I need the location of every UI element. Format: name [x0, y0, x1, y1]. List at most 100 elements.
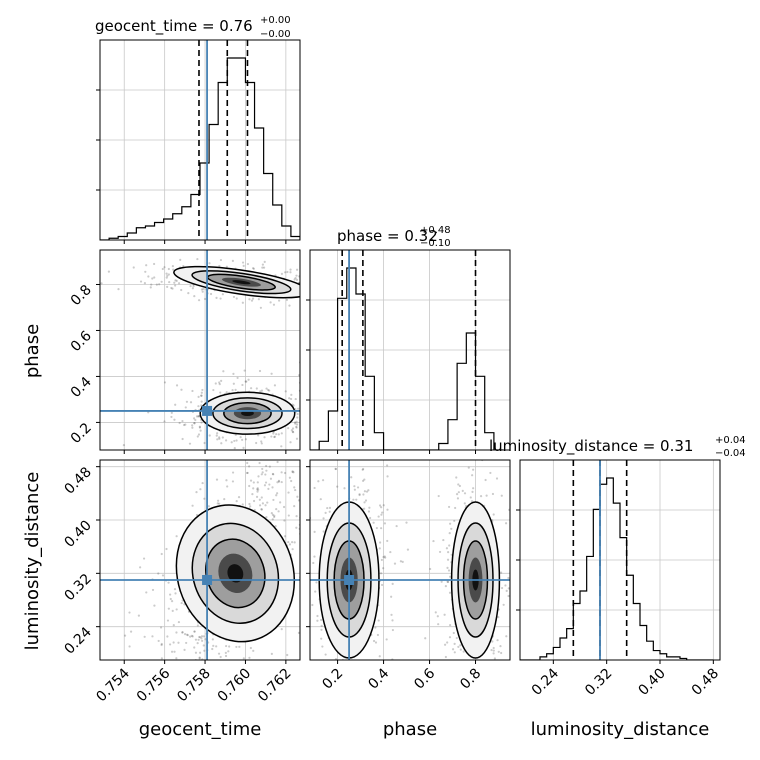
sample-point — [189, 663, 191, 665]
sample-point — [211, 638, 214, 641]
sample-point — [442, 538, 445, 542]
sample-point — [160, 642, 163, 646]
sample-point — [238, 645, 241, 648]
tick-label-x: 0.758 — [174, 666, 214, 706]
sample-point — [224, 714, 226, 716]
sample-point — [391, 619, 394, 622]
sample-point — [235, 439, 238, 442]
sample-point — [492, 646, 495, 650]
sample-point — [266, 501, 269, 504]
sample-point — [247, 378, 250, 381]
sample-point — [184, 406, 187, 409]
sample-point — [265, 387, 268, 390]
sample-point — [289, 397, 293, 401]
sample-point — [167, 607, 170, 610]
sample-point — [382, 567, 385, 570]
sample-point — [322, 530, 325, 533]
sample-point — [268, 483, 271, 486]
sample-point — [168, 280, 171, 284]
sample-point — [272, 473, 275, 476]
sample-point — [450, 678, 452, 680]
sample-point — [448, 544, 451, 547]
sample-point — [302, 281, 304, 283]
sample-point — [181, 419, 184, 423]
sample-point — [211, 647, 214, 651]
sample-point — [246, 471, 249, 475]
sample-point — [277, 510, 280, 513]
sample-point — [216, 502, 219, 505]
sample-point — [129, 719, 131, 721]
sample-point — [189, 401, 193, 404]
sample-point — [297, 499, 300, 502]
sample-point — [347, 712, 349, 714]
sample-point — [366, 666, 368, 668]
sample-point — [193, 417, 196, 420]
sample-point — [496, 639, 499, 642]
sample-point — [185, 400, 189, 403]
sample-point — [271, 472, 274, 476]
sample-point — [226, 672, 228, 674]
sample-point — [242, 446, 245, 449]
sample-point — [155, 283, 158, 286]
sample-point — [167, 267, 170, 271]
sample-point — [321, 645, 324, 648]
sample-point — [173, 418, 176, 421]
sample-point — [252, 649, 255, 652]
sample-point — [175, 608, 178, 611]
sample-point — [389, 550, 392, 554]
sample-point — [203, 497, 206, 500]
tick-label-x: 0.32 — [582, 666, 615, 699]
sample-point — [291, 548, 294, 551]
truth-marker — [202, 575, 213, 585]
sample-point — [200, 394, 203, 397]
sample-point — [171, 287, 174, 290]
sample-point — [241, 438, 244, 441]
sample-point — [170, 415, 173, 419]
sample-point — [174, 403, 177, 406]
sample-point — [128, 645, 131, 648]
sample-point — [166, 635, 169, 638]
sample-point — [372, 639, 376, 643]
sample-point — [350, 476, 353, 479]
sample-point — [405, 521, 408, 524]
sample-point — [167, 581, 170, 584]
sample-point — [207, 505, 210, 508]
tick-label-x: 0.8 — [457, 666, 484, 693]
sample-point — [482, 694, 484, 696]
sample-point — [256, 481, 259, 484]
sample-point — [462, 650, 465, 653]
sample-point — [280, 445, 283, 448]
sample-point — [146, 663, 148, 665]
sample-point — [300, 281, 302, 283]
sample-point — [197, 299, 201, 302]
sample-point — [385, 638, 388, 641]
sample-point — [250, 299, 254, 302]
sample-point — [271, 513, 275, 516]
sample-point — [212, 644, 215, 647]
sample-point — [200, 635, 204, 638]
sample-point — [437, 757, 439, 759]
sample-point — [288, 304, 291, 307]
sample-point — [203, 649, 206, 652]
sample-point — [491, 492, 495, 496]
sample-point — [233, 447, 236, 450]
sample-point — [307, 491, 309, 493]
sample-point — [237, 496, 241, 499]
sample-point — [283, 471, 287, 475]
sample-point — [429, 567, 432, 571]
sample-point — [306, 290, 308, 292]
sample-point — [169, 593, 172, 596]
sample-point — [450, 527, 453, 530]
sample-point — [159, 756, 161, 758]
sample-point — [363, 501, 366, 504]
sample-point — [505, 589, 508, 592]
sample-point — [234, 388, 237, 391]
sample-point — [261, 467, 264, 471]
sample-point — [270, 372, 273, 375]
sample-point — [356, 688, 358, 690]
sample-point — [446, 558, 450, 561]
sample-point — [481, 662, 483, 664]
ylabel-luminosity_distance: luminosity_distance — [22, 472, 43, 651]
sample-point — [305, 396, 307, 398]
sample-point — [305, 297, 307, 299]
